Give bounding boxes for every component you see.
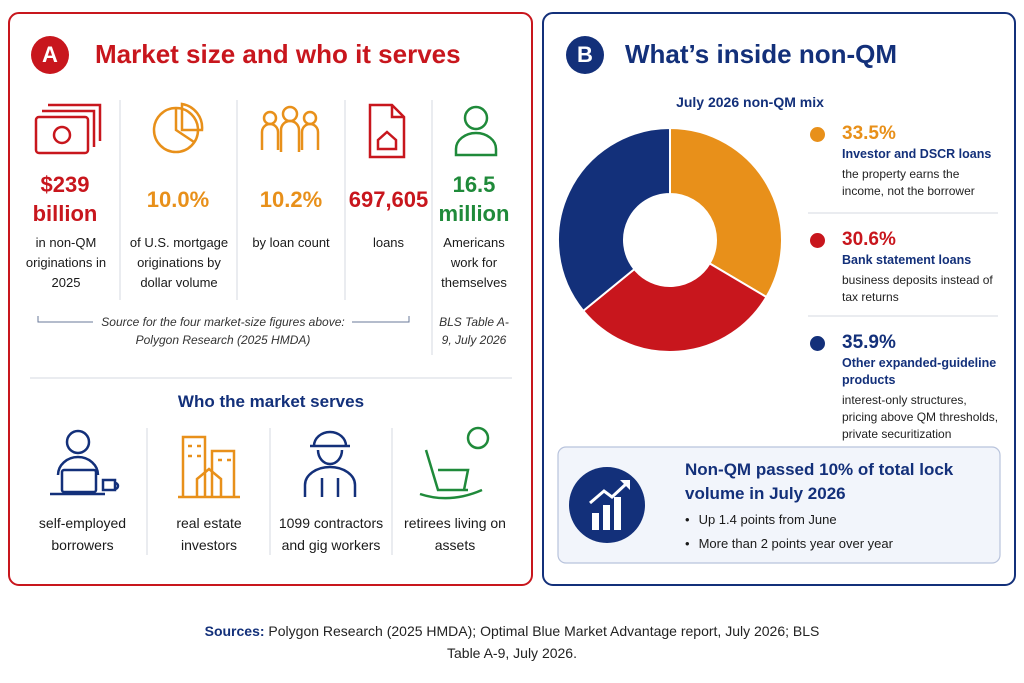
badge-a [31,36,69,74]
sources: Sources: Polygon Research (2025 HMDA); O… [200,620,824,664]
panel-b-border [542,12,1016,586]
growth-icon [589,480,630,530]
dividers [30,100,998,555]
source-note: Source for the four market-size figures … [101,315,345,347]
stat-label: of U.S. mortgage originations by dollar … [129,235,229,290]
pie-icon [152,102,204,154]
donut-segment [581,262,768,353]
source-bracket [37,316,410,323]
legend-name: Other expanded-guideline products [842,356,997,387]
badge-b-text: B [577,42,593,67]
legend-dot [810,233,825,248]
legend-description: interest-only structures, pricing above … [842,393,999,441]
legend-value: 35.9% [842,332,896,353]
legend-item: 33.5% Investor and DSCR loans the property… [842,122,1002,200]
serves-label: 1099 contractors and gig workers [278,515,384,553]
badge-b [566,36,604,74]
donut [557,126,783,353]
serves-title: Who the market serves [177,392,365,411]
serves-label: retirees living on assets [404,515,506,553]
legend-description: the property earns the income, not the b… [842,167,975,198]
panel-a-title: Market size and who it serves [95,39,461,69]
badge-a-text: A [42,42,58,67]
worker-icon [303,430,357,497]
callout-bullet: Up 1.4 points from June [685,512,837,527]
legend-dot [810,127,825,142]
laptop-icon [50,429,120,496]
stat-label: in non-QM originations in 2025 [25,235,107,290]
sources-label: Sources: [204,623,265,639]
stat-label: by loan count [252,235,330,250]
stat-figure: 697,605 [348,186,429,212]
legend-dot [810,336,825,351]
callout-bullet: More than 2 points year over year [685,536,893,551]
sources-text: Polygon Research (2025 HMDA); Optimal Bl… [268,623,820,661]
legend-item: 35.9% Other expanded-guideline products in… [842,331,1002,443]
legend-description: business deposits instead of tax returns [842,273,993,304]
donut-segment [557,126,671,313]
stat-figure: 16.5 million [438,172,510,226]
chart-title: July 2026 non-QM mix [676,94,824,110]
stat-figure: $239 billion [32,172,98,226]
donut-segment [669,126,783,299]
legend-value: 30.6% [842,229,896,250]
buildings-icon [178,435,240,499]
people-icon [260,105,320,152]
bls-note: BLS Table A-9, July 2026 [439,315,509,347]
rocking-chair-icon [419,426,490,500]
legend-name: Investor and DSCR loans [842,147,992,161]
callout-box [557,446,1001,564]
person-icon [454,105,498,157]
panel-a-border [8,12,533,586]
serves-label: real estate investors [176,515,242,553]
legend-item: 30.6% Bank statement loans business deposi… [842,228,1002,306]
stat-figure: 10.2% [259,186,323,212]
stat-label: Americans work for themselves [441,235,507,290]
panel-b-title: What’s inside non-QM [625,39,898,69]
legend-name: Bank statement loans [842,253,972,267]
stat-figure: 10.0% [146,186,210,212]
money-icon [34,103,102,155]
legend-value: 33.5% [842,123,896,144]
callout-title: Non-QM passed 10% of total lock volume i… [685,460,954,503]
stat-label: loans [372,235,405,250]
serves-label: self-employed borrowers [38,515,127,553]
document-icon [368,103,406,159]
